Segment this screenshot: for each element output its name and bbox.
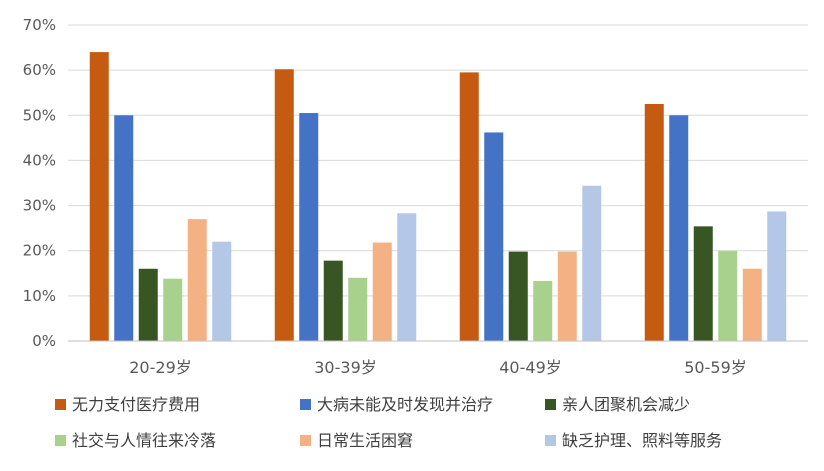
legend-label: 无力支付医疗费用 xyxy=(72,395,200,414)
legend-swatch xyxy=(55,435,66,446)
bar xyxy=(299,113,319,342)
bar xyxy=(187,219,207,341)
bar xyxy=(669,115,689,342)
bar xyxy=(163,278,183,341)
bar xyxy=(693,226,713,341)
legend-label: 日常生活困窘 xyxy=(317,431,413,450)
x-category-label: 40-49岁 xyxy=(499,358,562,377)
bar xyxy=(397,213,417,341)
legend-label: 社交与人情往来冷落 xyxy=(72,431,216,450)
bar xyxy=(212,241,232,341)
y-tick-label: 10% xyxy=(23,287,56,305)
bar xyxy=(114,115,134,342)
legend-label: 缺乏护理、照料等服务 xyxy=(562,431,722,450)
bar xyxy=(718,250,738,341)
bar xyxy=(323,260,343,341)
bar xyxy=(348,277,368,341)
x-category-label: 20-29岁 xyxy=(129,358,192,377)
bar xyxy=(557,251,577,341)
y-tick-label: 0% xyxy=(32,332,56,350)
bar xyxy=(459,72,479,342)
bar xyxy=(644,104,664,341)
y-tick-label: 30% xyxy=(23,197,56,215)
y-tick-label: 70% xyxy=(23,16,56,34)
bar xyxy=(484,132,504,341)
bar xyxy=(89,52,109,341)
legend-label: 亲人团聚机会减少 xyxy=(562,395,690,414)
y-tick-label: 20% xyxy=(23,242,56,260)
bar xyxy=(274,69,294,342)
bar xyxy=(533,280,553,341)
bar xyxy=(582,185,602,341)
y-tick-label: 60% xyxy=(23,61,56,79)
legend-swatch xyxy=(300,399,311,410)
bar xyxy=(767,211,787,341)
x-category-label: 50-59岁 xyxy=(684,358,747,377)
x-category-label: 30-39岁 xyxy=(314,358,377,377)
bar xyxy=(138,268,158,341)
legend-swatch xyxy=(300,435,311,446)
legend-swatch xyxy=(545,399,556,410)
bar xyxy=(742,268,762,341)
legend-label: 大病未能及时发现并治疗 xyxy=(317,395,493,414)
y-tick-label: 40% xyxy=(23,151,56,169)
legend-swatch xyxy=(545,435,556,446)
bar xyxy=(372,242,392,341)
legend-swatch xyxy=(55,399,66,410)
y-tick-label: 50% xyxy=(23,106,56,124)
bar xyxy=(508,251,528,341)
